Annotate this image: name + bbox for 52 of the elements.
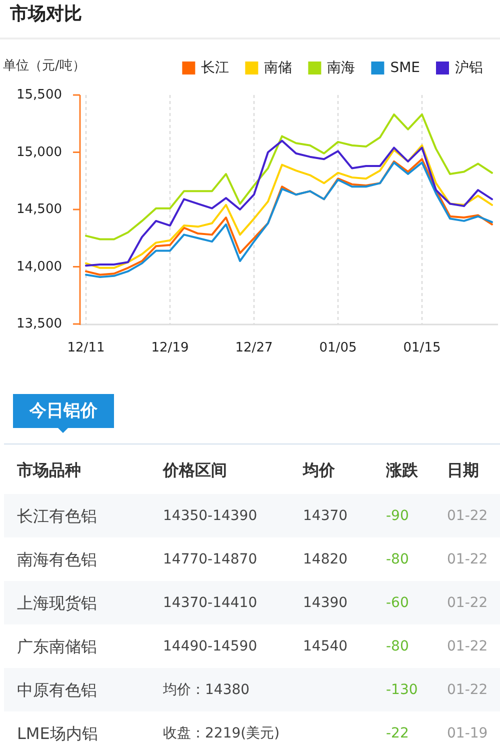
text: -80 <box>386 551 409 568</box>
text: 14370 <box>303 508 348 524</box>
text: 14770-14870 <box>163 551 258 568</box>
text: 01-22 <box>447 594 488 611</box>
text: -90 <box>386 508 409 524</box>
x-tick-label: 12/27 <box>235 340 273 356</box>
x-tick-label: 01/15 <box>403 340 441 356</box>
category-label: 价格区间 <box>162 460 227 480</box>
legend-label: SME <box>390 60 420 76</box>
text: 均价：14380 <box>163 682 250 698</box>
y-tick-label: 15,000 <box>16 144 62 160</box>
y-tick-label: 14,000 <box>16 259 62 274</box>
text: 南海有色铝 <box>17 550 97 569</box>
text: 14820 <box>303 551 348 568</box>
x-tick-label: 01/05 <box>319 340 357 356</box>
category-label: 市场品种 <box>16 460 81 480</box>
text: LME场内铝 <box>17 724 98 743</box>
text: 01-22 <box>447 508 488 524</box>
text: -22 <box>386 725 409 742</box>
category-label: 均价 <box>302 460 336 480</box>
text: -130 <box>386 682 418 698</box>
text: 01-22 <box>447 682 488 698</box>
legend-label: 沪铝 <box>455 60 483 76</box>
text: 广东南储铝 <box>17 636 97 656</box>
category-label: 日期 <box>447 460 479 480</box>
line-series <box>85 113 493 240</box>
text: -80 <box>386 638 409 654</box>
y-tick-label: 14,500 <box>16 202 62 217</box>
text: 中原有色铝 <box>17 680 97 700</box>
text: 上海现货铝 <box>17 593 97 612</box>
legend-label: 南储 <box>264 60 292 76</box>
text: 01-22 <box>447 551 488 568</box>
text: 长江有色铝 <box>17 506 97 526</box>
text: 14490-14590 <box>163 638 258 654</box>
text: 收盘：2219(美元) <box>163 725 280 742</box>
chart-title: 市场对比 <box>9 4 82 24</box>
text: 14540 <box>303 638 348 654</box>
x-tick-label: 12/19 <box>151 340 189 356</box>
text: 14370-14410 <box>163 594 258 611</box>
category-label: 涨跌 <box>385 460 419 480</box>
legend-label: 长江 <box>201 60 230 76</box>
x-tick-label: 12/11 <box>67 340 105 356</box>
text: 01-22 <box>447 638 488 654</box>
legend-label: 南海 <box>327 60 356 76</box>
text: 14350-14390 <box>163 508 258 524</box>
y-tick-label: 15,500 <box>16 88 62 102</box>
y-axis-title: 单位（元/吨） <box>3 58 86 74</box>
text: 今日铝价 <box>28 401 98 421</box>
y-tick-label: 13,500 <box>16 316 62 332</box>
text: 01-19 <box>447 725 488 742</box>
text: 14390 <box>303 594 348 611</box>
text: -60 <box>386 594 409 611</box>
